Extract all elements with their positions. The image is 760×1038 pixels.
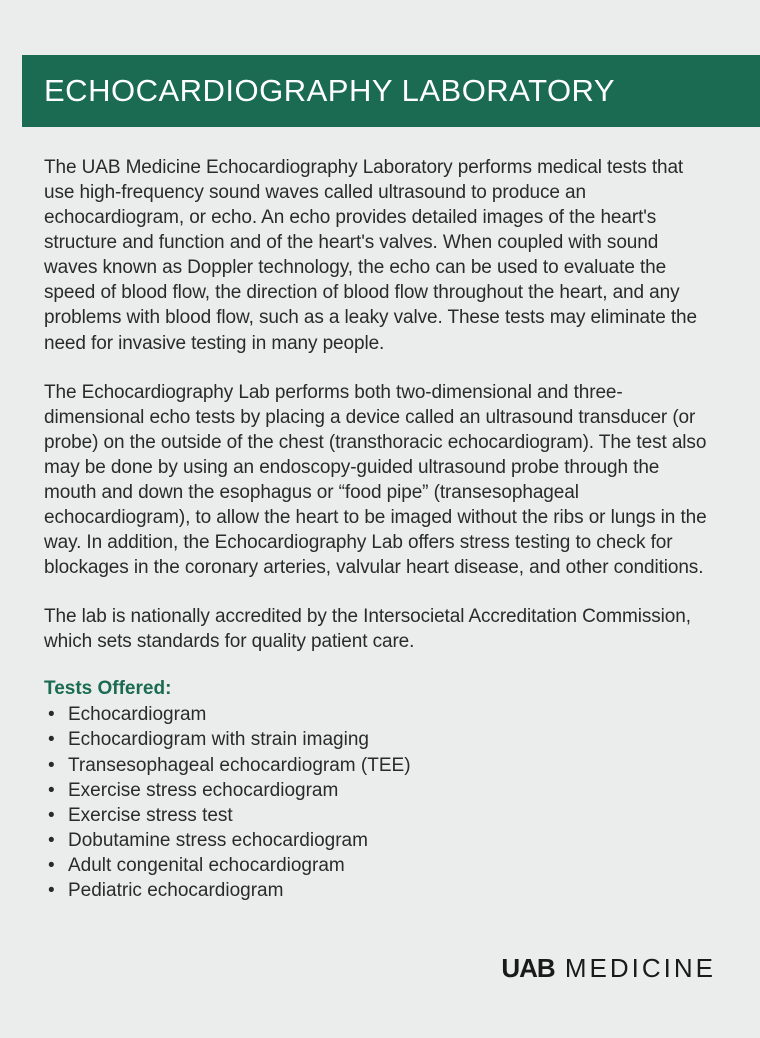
- list-item: Exercise stress echocardiogram: [46, 778, 716, 803]
- list-item: Echocardiogram with strain imaging: [46, 727, 716, 752]
- logo-bold: UAB: [501, 953, 554, 983]
- logo-light: MEDICINE: [555, 953, 716, 983]
- list-item: Dobutamine stress echocardiogram: [46, 828, 716, 853]
- list-item: Exercise stress test: [46, 803, 716, 828]
- tests-list: Echocardiogram Echocardiogram with strai…: [44, 702, 716, 903]
- tests-offered-label: Tests Offered:: [44, 678, 716, 700]
- header-bar: ECHOCARDIOGRAPHY LABORATORY: [22, 55, 760, 127]
- intro-paragraph-2: The Echocardiography Lab performs both t…: [44, 380, 716, 581]
- intro-paragraph-1: The UAB Medicine Echocardiography Labora…: [44, 155, 716, 356]
- list-item: Adult congenital echocardiogram: [46, 853, 716, 878]
- intro-paragraph-3: The lab is nationally accredited by the …: [44, 604, 716, 654]
- uab-medicine-logo: UAB MEDICINE: [501, 953, 716, 984]
- content-area: The UAB Medicine Echocardiography Labora…: [0, 127, 760, 903]
- list-item: Echocardiogram: [46, 702, 716, 727]
- page-title: ECHOCARDIOGRAPHY LABORATORY: [44, 73, 760, 109]
- list-item: Transesophageal echocardiogram (TEE): [46, 753, 716, 778]
- list-item: Pediatric echocardiogram: [46, 878, 716, 903]
